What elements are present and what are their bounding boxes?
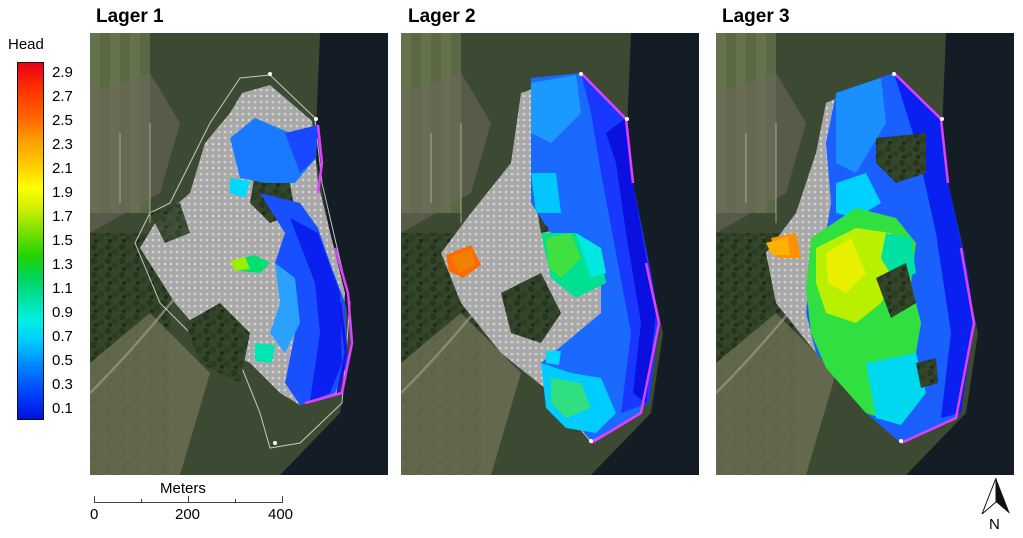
- legend-label: 0.1: [52, 400, 73, 417]
- legend-label: 1.3: [52, 256, 73, 273]
- north-label: N: [989, 516, 1000, 533]
- legend-label: 1.7: [52, 208, 73, 225]
- head-contours: [230, 118, 348, 405]
- legend-color-ramp: [17, 62, 44, 420]
- scale-bar-tick: [141, 499, 142, 503]
- legend-label: 2.3: [52, 136, 73, 153]
- map-panel-lager-2: [401, 33, 699, 475]
- legend-label: 1.9: [52, 184, 73, 201]
- scale-bar-tick: [94, 496, 95, 503]
- scale-bar-title: Meters: [160, 480, 206, 497]
- scale-bar-tick: [235, 499, 236, 503]
- map-image-lager-1: [90, 33, 388, 475]
- scale-bar-tick: [188, 496, 189, 503]
- legend-label: 0.7: [52, 328, 73, 345]
- north-arrow: N: [976, 476, 1016, 536]
- river: [280, 33, 388, 475]
- legend-label: 2.1: [52, 160, 73, 177]
- legend-label: 1.1: [52, 280, 73, 297]
- river: [906, 33, 1014, 475]
- river: [591, 33, 699, 475]
- head-contours: [766, 73, 974, 443]
- panel-title-1: Lager 1: [96, 6, 164, 27]
- map-image-lager-3: [716, 33, 1014, 475]
- scale-bar-label: 0: [90, 506, 99, 523]
- legend-label: 0.3: [52, 376, 73, 393]
- legend-label: 2.5: [52, 112, 73, 129]
- scale-bar-label: 400: [268, 506, 294, 523]
- map-panel-lager-3: [716, 33, 1014, 475]
- legend-title: Head: [8, 36, 44, 53]
- legend-label: 1.5: [52, 232, 73, 249]
- legend-label: 2.9: [52, 64, 73, 81]
- head-contours: [446, 73, 659, 441]
- legend-labels: 2.9 2.7 2.5 2.3 2.1 1.9 1.7 1.5 1.3 1.1 …: [52, 62, 92, 420]
- boundary-line: [304, 124, 354, 405]
- scale-bar: Meters 0 200 400: [90, 480, 294, 530]
- legend-label: 0.5: [52, 352, 73, 369]
- panel-title-3: Lager 3: [722, 6, 790, 27]
- legend-label: 0.9: [52, 304, 73, 321]
- legend-label: 2.7: [52, 88, 73, 105]
- north-arrow-icon: [981, 477, 1010, 515]
- scale-bar-label: 200: [175, 506, 201, 523]
- scale-bar-tick: [282, 496, 283, 503]
- map-image-lager-2: [401, 33, 699, 475]
- panel-title-2: Lager 2: [408, 6, 476, 27]
- map-panel-lager-1: [90, 33, 388, 475]
